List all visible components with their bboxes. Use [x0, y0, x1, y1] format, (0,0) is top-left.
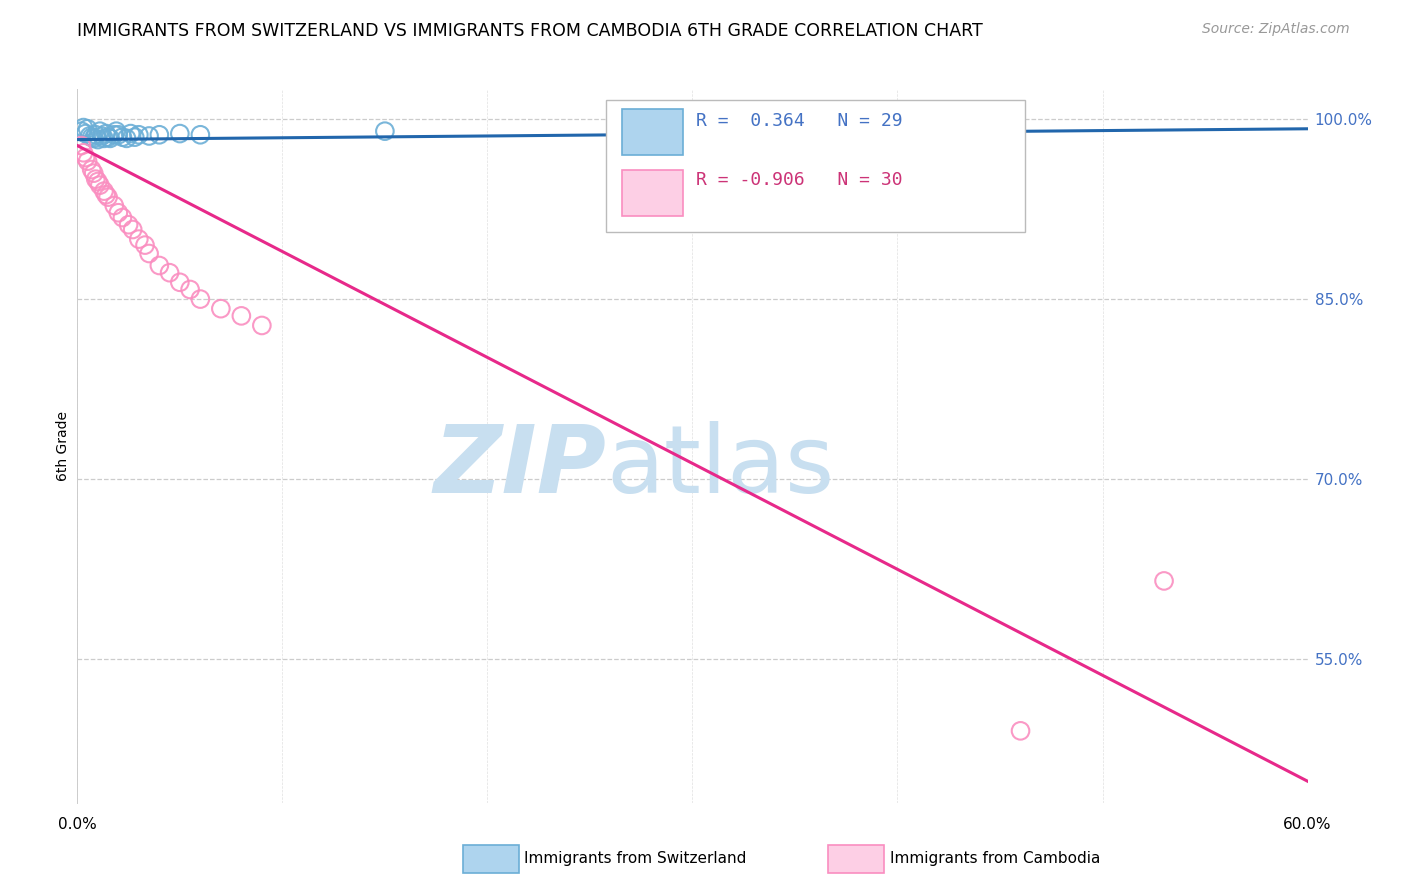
Text: 60.0%: 60.0%: [1284, 817, 1331, 832]
Point: [75, 151, 97, 165]
Point: [87, 132, 110, 146]
Text: Immigrants from Switzerland: Immigrants from Switzerland: [524, 852, 747, 866]
Point: [148, 259, 170, 273]
Point: [93, 184, 115, 198]
Point: [89, 178, 111, 193]
Point: [231, 309, 253, 323]
Point: [87, 175, 110, 189]
Point: [159, 266, 181, 280]
Point: [148, 128, 170, 142]
Point: [75, 127, 97, 141]
Text: IMMIGRANTS FROM SWITZERLAND VS IMMIGRANTS FROM CAMBODIA 6TH GRADE CORRELATION CH: IMMIGRANTS FROM SWITZERLAND VS IMMIGRANT…: [77, 22, 983, 40]
Point: [250, 318, 273, 333]
Point: [120, 127, 142, 141]
Point: [107, 205, 129, 219]
Text: 0.0%: 0.0%: [58, 817, 97, 832]
Point: [72, 120, 94, 135]
Y-axis label: 6th Grade: 6th Grade: [56, 411, 70, 481]
Point: [179, 283, 201, 297]
Text: Source: ZipAtlas.com: Source: ZipAtlas.com: [1202, 22, 1350, 37]
Point: [138, 246, 160, 260]
Point: [76, 121, 98, 136]
Point: [94, 187, 117, 202]
Point: [83, 131, 105, 145]
Point: [188, 128, 212, 142]
Text: atlas: atlas: [606, 421, 835, 514]
Point: [98, 131, 121, 145]
Point: [97, 190, 120, 204]
Point: [138, 128, 160, 143]
FancyBboxPatch shape: [606, 100, 1025, 232]
Text: R =  0.364   N = 29: R = 0.364 N = 29: [696, 112, 903, 130]
Point: [84, 128, 107, 142]
Point: [70, 138, 93, 153]
Text: ZIP: ZIP: [433, 421, 606, 514]
Point: [117, 218, 139, 232]
Point: [94, 127, 117, 141]
Point: [111, 130, 134, 145]
Point: [121, 222, 143, 236]
Point: [1153, 574, 1175, 588]
Point: [89, 124, 111, 138]
Point: [80, 130, 103, 145]
Point: [103, 128, 125, 142]
Point: [209, 301, 232, 316]
Point: [134, 238, 156, 252]
Point: [105, 124, 128, 138]
Text: Immigrants from Cambodia: Immigrants from Cambodia: [890, 852, 1101, 866]
Point: [107, 128, 129, 142]
Point: [79, 128, 101, 143]
Point: [169, 275, 191, 289]
Point: [374, 124, 396, 138]
Point: [169, 127, 191, 141]
FancyBboxPatch shape: [623, 109, 683, 155]
Point: [80, 162, 103, 177]
Point: [128, 232, 150, 246]
Point: [115, 131, 138, 145]
Text: R = -0.906   N = 30: R = -0.906 N = 30: [696, 171, 903, 189]
Point: [93, 131, 115, 145]
Point: [84, 172, 107, 186]
Point: [124, 130, 146, 145]
Point: [76, 154, 98, 169]
Point: [97, 130, 120, 145]
Point: [1010, 723, 1032, 738]
FancyBboxPatch shape: [623, 169, 683, 216]
Point: [72, 145, 94, 160]
Point: [70, 124, 93, 138]
Point: [128, 128, 150, 142]
Point: [103, 198, 125, 212]
Point: [90, 128, 114, 143]
Point: [83, 166, 105, 180]
Point: [188, 292, 212, 306]
Point: [111, 211, 134, 225]
Point: [702, 124, 724, 138]
